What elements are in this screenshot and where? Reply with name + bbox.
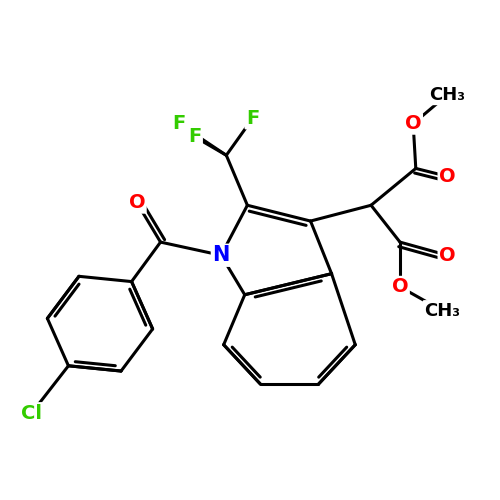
Text: N: N: [212, 246, 230, 266]
Text: O: O: [439, 167, 456, 186]
Text: F: F: [172, 114, 186, 133]
Text: F: F: [246, 109, 260, 128]
Text: F: F: [188, 128, 202, 146]
Text: O: O: [439, 246, 456, 265]
Text: O: O: [128, 193, 145, 212]
Text: CH₃: CH₃: [424, 302, 460, 320]
Text: CH₃: CH₃: [430, 86, 466, 103]
Text: Cl: Cl: [21, 404, 42, 422]
Text: O: O: [405, 114, 421, 133]
Text: O: O: [392, 278, 408, 296]
